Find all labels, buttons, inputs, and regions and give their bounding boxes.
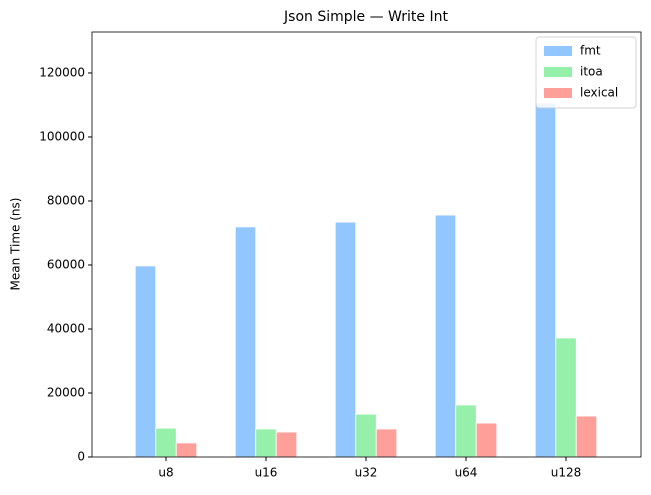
legend-swatch bbox=[544, 88, 572, 98]
bar bbox=[234, 226, 257, 458]
x-tick-label: u64 bbox=[455, 466, 478, 480]
x-tick-label: u8 bbox=[158, 466, 173, 480]
bar bbox=[455, 404, 477, 458]
bar bbox=[255, 428, 277, 458]
y-axis-label: Mean Time (ns) bbox=[9, 198, 23, 291]
y-tick-label: 0 bbox=[77, 450, 85, 464]
bar bbox=[275, 431, 298, 458]
legend-label: fmt bbox=[580, 44, 601, 58]
x-tick-label: u16 bbox=[255, 466, 278, 480]
chart-title: Json Simple — Write Int bbox=[283, 9, 448, 25]
legend-label: itoa bbox=[580, 65, 603, 79]
x-tick-label: u32 bbox=[355, 466, 378, 480]
legend-label: lexical bbox=[580, 86, 618, 100]
y-tick-label: 40000 bbox=[47, 321, 85, 335]
y-tick-label: 120000 bbox=[39, 65, 85, 79]
bar bbox=[575, 415, 598, 458]
bar bbox=[155, 427, 177, 458]
legend-swatch bbox=[544, 67, 572, 77]
bar bbox=[175, 442, 198, 458]
plot-frame bbox=[91, 31, 642, 458]
bar bbox=[434, 214, 457, 458]
y-tick-label: 100000 bbox=[39, 129, 85, 143]
bar bbox=[375, 428, 398, 458]
bar bbox=[355, 413, 377, 458]
bar bbox=[134, 265, 157, 458]
y-tick-label: 20000 bbox=[47, 385, 85, 399]
bar bbox=[334, 221, 357, 458]
bar bbox=[534, 102, 557, 458]
bar bbox=[475, 422, 498, 458]
y-tick-label: 60000 bbox=[47, 257, 85, 271]
y-tick-label: 80000 bbox=[47, 193, 85, 207]
legend-swatch bbox=[544, 46, 572, 56]
bar bbox=[555, 337, 577, 458]
x-tick-label: u128 bbox=[551, 466, 582, 480]
